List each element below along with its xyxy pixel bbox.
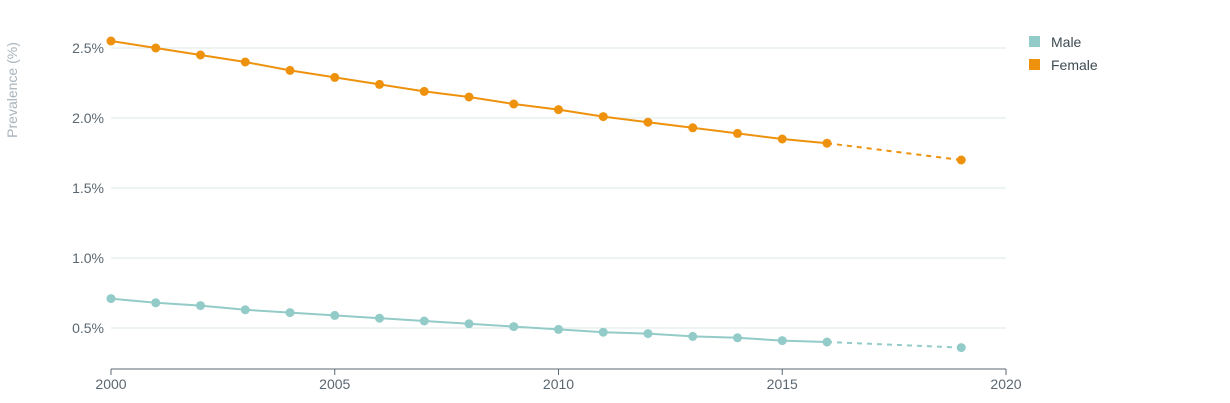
male-data-point[interactable] — [733, 333, 742, 343]
female-data-point[interactable] — [554, 105, 563, 115]
male-data-point[interactable] — [285, 308, 295, 318]
y-tick-label: 0.5% — [72, 320, 104, 336]
legend-swatch-male[interactable] — [1029, 36, 1040, 47]
female-data-point[interactable] — [822, 138, 832, 148]
y-tick-label: 1.0% — [72, 250, 104, 266]
male-data-point[interactable] — [956, 343, 966, 353]
series-lines — [106, 36, 966, 353]
male-data-point[interactable] — [777, 336, 787, 346]
x-tick-label: 2005 — [319, 376, 350, 392]
male-projection-line — [826, 341, 962, 349]
male-data-point[interactable] — [196, 301, 205, 311]
male-data-point[interactable] — [151, 298, 161, 308]
female-data-point[interactable] — [419, 86, 429, 96]
female-data-point[interactable] — [688, 123, 698, 133]
x-tick-label: 2000 — [95, 376, 126, 392]
male-data-point[interactable] — [688, 331, 698, 341]
female-data-point[interactable] — [956, 155, 966, 165]
x-tick-label: 2020 — [990, 376, 1021, 392]
female-data-point[interactable] — [464, 92, 474, 102]
female-data-point[interactable] — [643, 117, 653, 127]
male-data-point[interactable] — [554, 324, 563, 334]
x-tick-label: 2010 — [543, 376, 574, 392]
female-data-point[interactable] — [196, 50, 205, 60]
legend-label-male[interactable]: Male — [1051, 34, 1082, 50]
male-data-point[interactable] — [330, 310, 340, 320]
x-tick-label: 2015 — [767, 376, 798, 392]
male-data-point[interactable] — [419, 316, 429, 326]
female-data-point[interactable] — [598, 112, 608, 122]
male-data-point[interactable] — [464, 319, 474, 329]
female-data-point[interactable] — [285, 65, 295, 75]
y-tick-label: 2.0% — [72, 110, 104, 126]
male-data-point[interactable] — [822, 337, 832, 347]
legend[interactable]: Male Female — [1029, 34, 1098, 73]
gridlines — [111, 47, 1006, 329]
male-data-point[interactable] — [598, 327, 608, 337]
male-data-point[interactable] — [509, 322, 519, 332]
male-data-point[interactable] — [240, 305, 250, 315]
female-data-point[interactable] — [240, 57, 250, 67]
legend-label-female[interactable]: Female — [1051, 57, 1098, 73]
y-tick-label: 1.5% — [72, 180, 104, 196]
female-data-point[interactable] — [509, 99, 519, 109]
female-projection-line — [826, 142, 962, 161]
y-tick-label: 2.5% — [72, 40, 104, 56]
y-axis-title: Prevalence (%) — [4, 42, 20, 138]
male-data-point[interactable] — [375, 313, 384, 323]
axes: 0.5% 1.0% 1.5% 2.0% 2.5% 2000 2005 2010 2015 2020 — [72, 40, 1022, 392]
male-data-point[interactable] — [643, 329, 653, 339]
female-data-point[interactable] — [375, 79, 384, 89]
female-line — [110, 40, 828, 145]
female-data-point[interactable] — [733, 128, 742, 138]
legend-swatch-female[interactable] — [1029, 59, 1040, 70]
female-data-point[interactable] — [151, 43, 161, 53]
female-data-point[interactable] — [106, 36, 116, 46]
male-data-point[interactable] — [106, 294, 116, 304]
female-data-point[interactable] — [777, 134, 787, 144]
female-data-point[interactable] — [330, 72, 340, 82]
